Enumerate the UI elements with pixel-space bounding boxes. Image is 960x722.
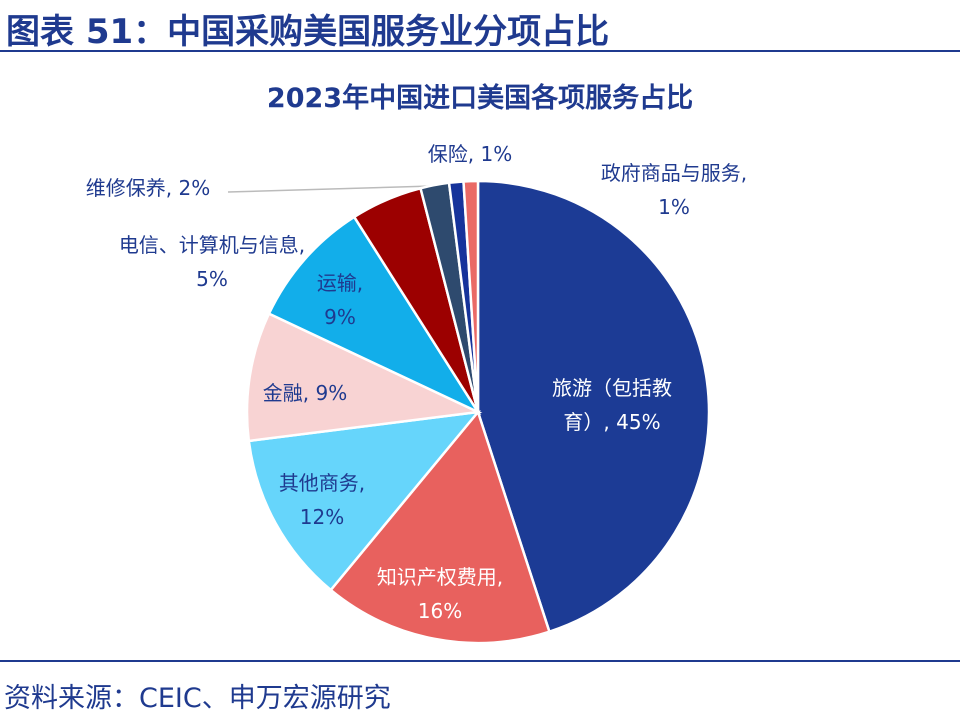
pie-slice (462, 179, 480, 413)
data-label: 金融, 9% (262, 381, 348, 405)
data-label: 保险, 1% (427, 142, 513, 166)
data-label: 旅游（包括教育）, 45% (552, 376, 672, 434)
chart-title: 2023年中国进口美国各项服务占比 (266, 83, 694, 114)
pie-slice (247, 410, 481, 592)
pie-slice (267, 215, 482, 415)
leader-line (227, 185, 434, 193)
pie-slice (476, 179, 711, 634)
pie-slice (245, 311, 483, 443)
data-label: 知识产权费用, 16% (376, 565, 504, 623)
data-label: 政府商品与服务, 1% (600, 161, 748, 219)
data-label: 维修保养, 2% (85, 176, 211, 200)
pie-slice (328, 409, 551, 645)
data-label: 电信、计算机与信息, 5% (118, 233, 306, 291)
header-title: 图表 51：中国采购美国服务业分项占比 (6, 12, 610, 52)
data-label: 运输, 9% (316, 271, 364, 329)
source: 资料来源：CEIC、申万宏源研究 (4, 683, 391, 714)
data-label: 其他商务, 12% (278, 471, 366, 529)
footer-rule (0, 660, 960, 662)
header-rule (0, 50, 960, 52)
